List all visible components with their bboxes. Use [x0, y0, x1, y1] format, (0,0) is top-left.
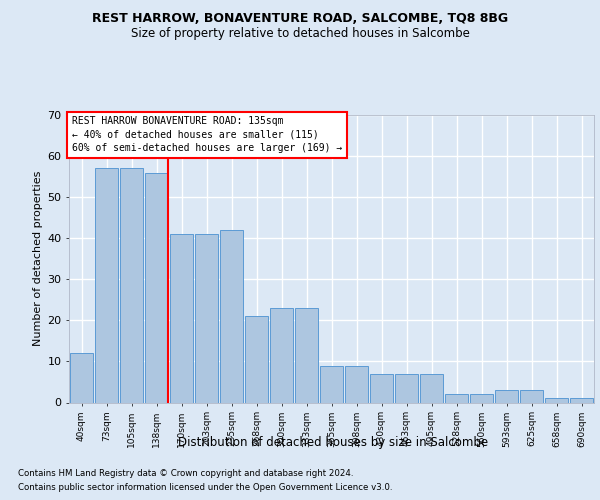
Bar — [220, 230, 243, 402]
Bar — [370, 374, 393, 402]
Bar — [70, 353, 93, 403]
Bar — [95, 168, 118, 402]
Bar — [420, 374, 443, 402]
Bar — [520, 390, 543, 402]
Bar — [170, 234, 193, 402]
Text: Contains public sector information licensed under the Open Government Licence v3: Contains public sector information licen… — [18, 483, 392, 492]
Bar — [445, 394, 468, 402]
Bar — [570, 398, 593, 402]
Bar — [470, 394, 493, 402]
Text: Contains HM Land Registry data © Crown copyright and database right 2024.: Contains HM Land Registry data © Crown c… — [18, 470, 353, 478]
Bar — [120, 168, 143, 402]
Bar — [395, 374, 418, 402]
Text: REST HARROW, BONAVENTURE ROAD, SALCOMBE, TQ8 8BG: REST HARROW, BONAVENTURE ROAD, SALCOMBE,… — [92, 12, 508, 26]
Bar — [270, 308, 293, 402]
Bar — [345, 366, 368, 403]
Bar — [295, 308, 318, 402]
Bar — [195, 234, 218, 402]
Bar — [495, 390, 518, 402]
Text: REST HARROW BONAVENTURE ROAD: 135sqm
← 40% of detached houses are smaller (115)
: REST HARROW BONAVENTURE ROAD: 135sqm ← 4… — [71, 116, 342, 153]
Text: Size of property relative to detached houses in Salcombe: Size of property relative to detached ho… — [131, 28, 469, 40]
Bar — [145, 172, 168, 402]
Y-axis label: Number of detached properties: Number of detached properties — [33, 171, 43, 346]
Bar — [320, 366, 343, 403]
Bar — [545, 398, 568, 402]
Text: Distribution of detached houses by size in Salcombe: Distribution of detached houses by size … — [178, 436, 488, 449]
Bar — [245, 316, 268, 402]
